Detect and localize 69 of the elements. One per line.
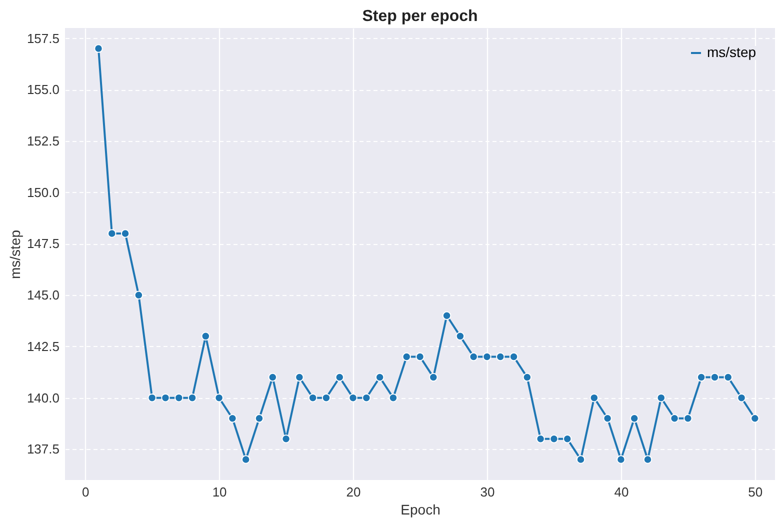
legend-label: ms/step [707,44,756,60]
x-tick-label: 20 [346,484,361,500]
y-tick-label: 140.0 [26,390,60,406]
point [402,352,411,362]
point [174,393,184,402]
point [482,352,492,362]
point [536,434,545,444]
x-tick-label: 50 [748,484,763,500]
point [616,455,626,464]
point [643,455,652,464]
point [134,290,144,300]
x-tick-label: 30 [480,484,495,500]
point [322,393,331,402]
point [416,352,424,362]
point [603,414,612,423]
point [375,372,384,382]
point [268,372,278,382]
point [630,414,639,423]
point [522,372,532,382]
point [562,434,572,444]
y-tick-label: 137.5 [26,442,60,457]
point [442,311,452,320]
point [241,455,250,464]
point [254,414,264,423]
point [696,372,706,382]
x-tick-label: 40 [614,484,629,500]
point [670,414,679,423]
y-axis-title: ms/step [6,230,23,280]
y-tick-label: 155.0 [26,82,60,98]
point [188,393,197,402]
point [469,352,478,362]
point [710,372,720,382]
point [308,393,318,402]
y-tick-label: 145.0 [26,288,60,303]
point [282,434,290,444]
point [590,393,599,402]
y-tick-label: 152.5 [26,134,60,148]
point [724,372,732,382]
point [120,229,130,238]
point [108,229,116,238]
point [335,372,344,382]
point [348,393,358,402]
point [456,332,465,341]
point [388,393,398,402]
chart-title: Step per epoch [362,8,478,25]
point [201,332,210,341]
point [550,434,558,444]
y-tick-label: 150.0 [26,184,60,200]
point [684,414,692,423]
point [509,352,518,362]
point [94,44,103,53]
point [362,393,371,402]
point [576,455,586,464]
x-tick-label: 10 [212,484,227,500]
point [496,352,505,362]
point [656,393,666,402]
y-tick-label: 147.5 [26,236,60,252]
point [228,414,237,423]
point [214,393,224,402]
x-tick-label: 0 [82,484,90,500]
y-tick-label: 157.5 [26,30,60,46]
point [750,414,760,423]
point [148,393,156,402]
point [429,372,438,382]
point [295,372,304,382]
x-axis-title: Epoch [400,502,440,518]
y-tick-label: 142.5 [26,338,60,354]
point [737,393,746,402]
point [161,393,170,402]
